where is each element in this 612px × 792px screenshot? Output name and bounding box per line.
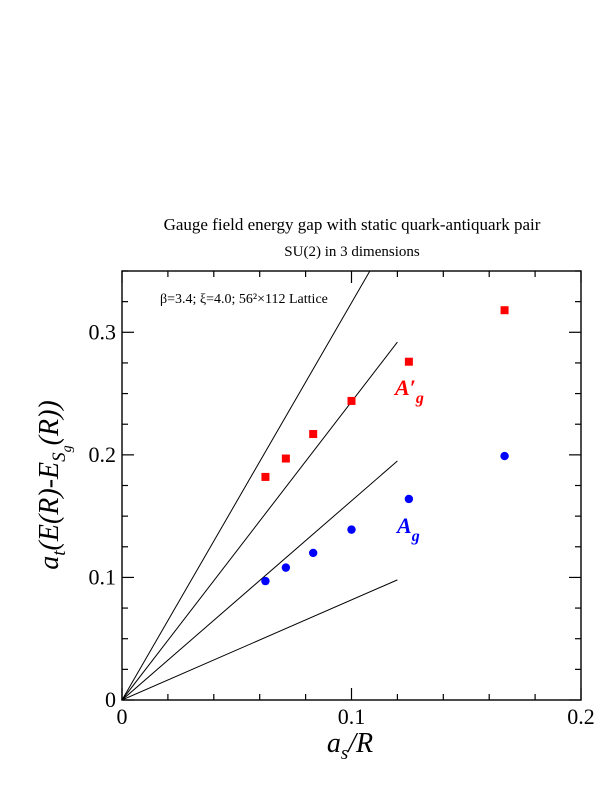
y-tick-label: 0.3 — [89, 319, 117, 344]
chart-annotation: β=3.4; ξ=4.0; 56²×112 Lattice — [160, 292, 328, 307]
data-point-circle — [308, 548, 318, 558]
reference-line-1 — [121, 341, 398, 701]
y-tick-label: 0 — [105, 687, 116, 712]
svg-text:at(E(R)-ESg(R)): at(E(R)-ESg(R)) — [34, 400, 75, 569]
y-axis-label: at(E(R)-ESg(R)) — [34, 400, 75, 569]
chart-subtitle: SU(2) in 3 dimensions — [284, 244, 420, 260]
plot-frame — [121, 270, 582, 701]
y-tick-label: 0.1 — [89, 564, 117, 589]
data-points — [261, 306, 509, 586]
data-point-circle — [404, 494, 414, 504]
x-tick-label: 0.1 — [338, 704, 366, 729]
data-point-square — [309, 430, 318, 439]
chart-title: Gauge field energy gap with static quark… — [164, 215, 541, 234]
series-label-a-g: Ag — [395, 513, 420, 545]
axis-ticks — [121, 270, 582, 701]
data-point-square — [500, 306, 509, 315]
tick-labels: 0 0.1 0.2 0 0.1 0.2 0.3 — [89, 319, 595, 729]
series-label-a-prime-g: A′g — [393, 375, 424, 407]
data-point-square — [404, 357, 413, 366]
data-point-square — [347, 396, 356, 405]
x-tick-label: 0.2 — [567, 704, 595, 729]
data-point-square — [261, 472, 270, 481]
x-axis-label: as/R — [327, 728, 373, 764]
reference-line-2 — [121, 460, 398, 701]
data-point-circle — [261, 576, 270, 586]
reference-line-3 — [121, 579, 398, 701]
x-tick-label: 0 — [117, 704, 128, 729]
data-point-circle — [500, 451, 509, 461]
data-point-square — [281, 454, 290, 463]
data-point-circle — [347, 525, 356, 534]
reference-lines — [121, 270, 398, 701]
data-point-circle — [281, 563, 291, 572]
y-tick-label: 0.2 — [89, 442, 117, 467]
reference-line-0 — [121, 270, 371, 701]
